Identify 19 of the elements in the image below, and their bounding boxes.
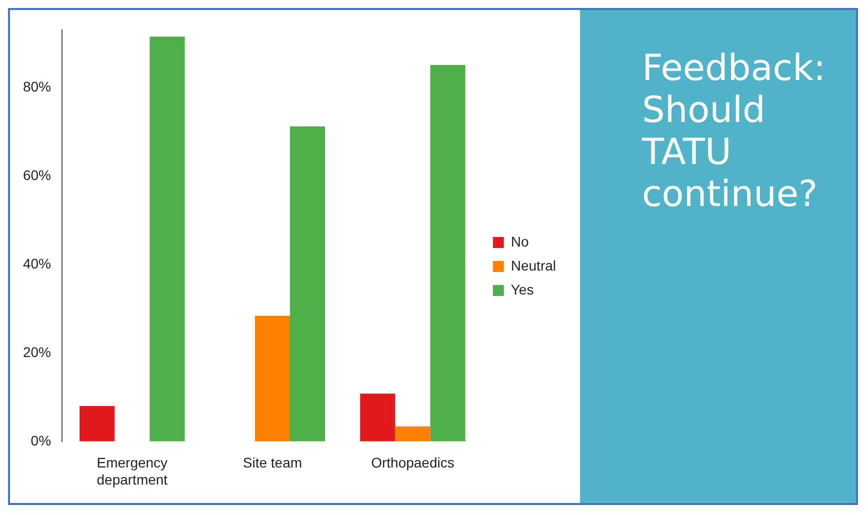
bar (254, 316, 290, 442)
y-tick-label: 80% (22, 78, 52, 94)
bar (80, 406, 115, 442)
x-tick-label: Site team (242, 454, 302, 471)
bar (150, 36, 185, 442)
x-tick-label: Orthopaedics (371, 454, 454, 471)
y-tick-label: 20% (22, 344, 52, 360)
text: Feedback: Should TATU continue? (642, 48, 827, 216)
legend-label: Neutral (510, 257, 556, 274)
y-tick-label: 0% (30, 432, 52, 448)
y-tick-label: 40% (22, 255, 52, 272)
bar (360, 394, 396, 442)
legend-label: No (510, 233, 529, 250)
bar (430, 64, 466, 442)
x-tick-label: Emergency department (96, 454, 168, 488)
bar (395, 426, 430, 442)
bar (290, 126, 326, 442)
legend-label: Yes (510, 281, 534, 298)
y-tick-label: 60% (22, 166, 52, 183)
